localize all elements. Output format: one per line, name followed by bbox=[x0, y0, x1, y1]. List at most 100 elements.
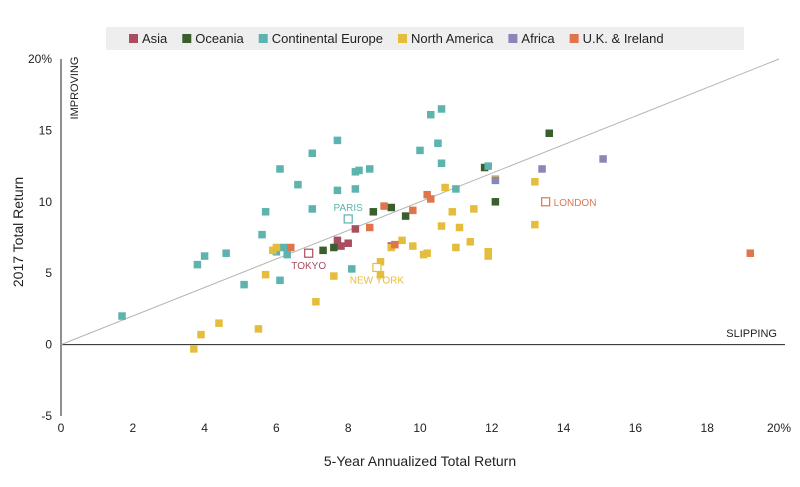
data-point bbox=[333, 136, 342, 145]
y-tick-label: -5 bbox=[41, 409, 52, 423]
legend-label: Africa bbox=[521, 31, 555, 46]
city-label: NEW YORK bbox=[350, 275, 405, 286]
x-tick-label: 10 bbox=[413, 421, 427, 435]
data-point bbox=[337, 242, 345, 250]
data-points bbox=[118, 105, 755, 353]
data-point bbox=[308, 149, 317, 157]
series-north-america bbox=[190, 175, 539, 353]
series-africa bbox=[491, 155, 607, 185]
data-point bbox=[240, 280, 248, 289]
slipping-label: SLIPPING bbox=[726, 328, 777, 340]
data-point bbox=[365, 165, 374, 173]
improving-label: IMPROVING bbox=[69, 57, 81, 120]
city-marker bbox=[541, 197, 551, 207]
x-axis-title: 5-Year Annualized Total Return bbox=[324, 453, 516, 469]
reference-line bbox=[60, 58, 780, 346]
legend-swatch bbox=[569, 34, 579, 43]
data-point bbox=[261, 208, 270, 216]
data-point bbox=[437, 222, 446, 230]
data-point bbox=[437, 105, 446, 113]
data-point bbox=[437, 159, 446, 167]
data-point bbox=[452, 243, 460, 252]
legend-label: U.K. & Ireland bbox=[583, 31, 664, 46]
data-point bbox=[330, 243, 338, 252]
x-tick-label: 8 bbox=[345, 421, 352, 435]
highlighted-cities: PARIS TOKYO NEW YORK LONDON bbox=[291, 197, 597, 286]
city-marker bbox=[372, 262, 382, 273]
reference-line-group bbox=[60, 58, 780, 346]
legend-swatch bbox=[129, 34, 138, 43]
x-tick-label: 14 bbox=[557, 421, 571, 435]
data-point bbox=[258, 230, 266, 239]
data-point bbox=[470, 205, 478, 213]
data-point bbox=[344, 239, 352, 247]
data-point bbox=[441, 183, 449, 192]
data-point bbox=[287, 243, 295, 252]
y-tick-label: 20% bbox=[28, 52, 52, 66]
series-continental-europe bbox=[118, 105, 492, 320]
x-tick-label: 2 bbox=[129, 421, 136, 435]
axes: 0 2 4 6 8 10 12 14 16 18 20% -5 0 5 10 15 20% bbox=[28, 52, 791, 435]
data-point bbox=[351, 185, 360, 193]
data-point bbox=[276, 165, 284, 173]
data-point bbox=[484, 248, 492, 256]
data-point bbox=[333, 236, 342, 245]
data-point bbox=[118, 312, 126, 320]
data-point bbox=[545, 129, 553, 138]
data-point bbox=[398, 236, 406, 245]
data-point bbox=[391, 240, 399, 249]
legend-swatch bbox=[258, 34, 268, 43]
legend-background bbox=[106, 27, 744, 50]
x-tick-label: 4 bbox=[201, 421, 208, 435]
city-label: PARIS bbox=[334, 203, 364, 214]
data-point bbox=[200, 252, 209, 260]
data-point bbox=[484, 252, 492, 260]
y-tick-label: 10 bbox=[39, 195, 53, 209]
series-u-k-ireland bbox=[287, 190, 755, 257]
data-point bbox=[448, 208, 457, 216]
data-point bbox=[380, 202, 388, 210]
data-point bbox=[312, 298, 320, 306]
data-point bbox=[222, 249, 230, 257]
y-tick-label: 15 bbox=[39, 123, 53, 137]
city-label: TOKYO bbox=[291, 261, 326, 272]
city-label: LONDON bbox=[554, 198, 597, 209]
data-point bbox=[746, 249, 755, 257]
data-point bbox=[330, 272, 338, 280]
x-tick-label: 18 bbox=[701, 421, 715, 435]
data-point bbox=[423, 190, 431, 199]
data-point bbox=[272, 243, 281, 252]
y-tick-label: 0 bbox=[45, 338, 52, 352]
data-point bbox=[319, 246, 327, 255]
legend-swatch bbox=[182, 34, 192, 43]
data-point bbox=[333, 186, 342, 195]
data-point bbox=[455, 223, 464, 232]
data-point bbox=[193, 260, 202, 269]
x-tick-label: 0 bbox=[58, 421, 65, 435]
series-asia bbox=[333, 225, 396, 250]
legend-swatch bbox=[398, 34, 408, 43]
data-point bbox=[423, 249, 431, 257]
data-point bbox=[348, 265, 356, 273]
data-point bbox=[376, 258, 385, 266]
data-point bbox=[283, 250, 291, 259]
data-point bbox=[308, 205, 317, 213]
data-point bbox=[452, 185, 460, 193]
legend-label: Oceania bbox=[195, 31, 244, 46]
data-point bbox=[416, 146, 424, 155]
data-point bbox=[215, 319, 223, 327]
x-tick-label: 20% bbox=[767, 421, 791, 435]
data-point bbox=[197, 330, 205, 339]
data-point bbox=[531, 220, 539, 229]
y-tick-label: 5 bbox=[45, 266, 52, 280]
data-point bbox=[409, 206, 417, 215]
legend-label: Asia bbox=[142, 31, 168, 46]
data-point bbox=[294, 180, 302, 189]
legend-label: Continental Europe bbox=[272, 31, 383, 46]
data-point bbox=[355, 166, 363, 175]
data-point bbox=[434, 139, 442, 148]
data-point bbox=[369, 208, 378, 216]
data-point bbox=[365, 223, 374, 232]
city-marker bbox=[343, 214, 353, 224]
